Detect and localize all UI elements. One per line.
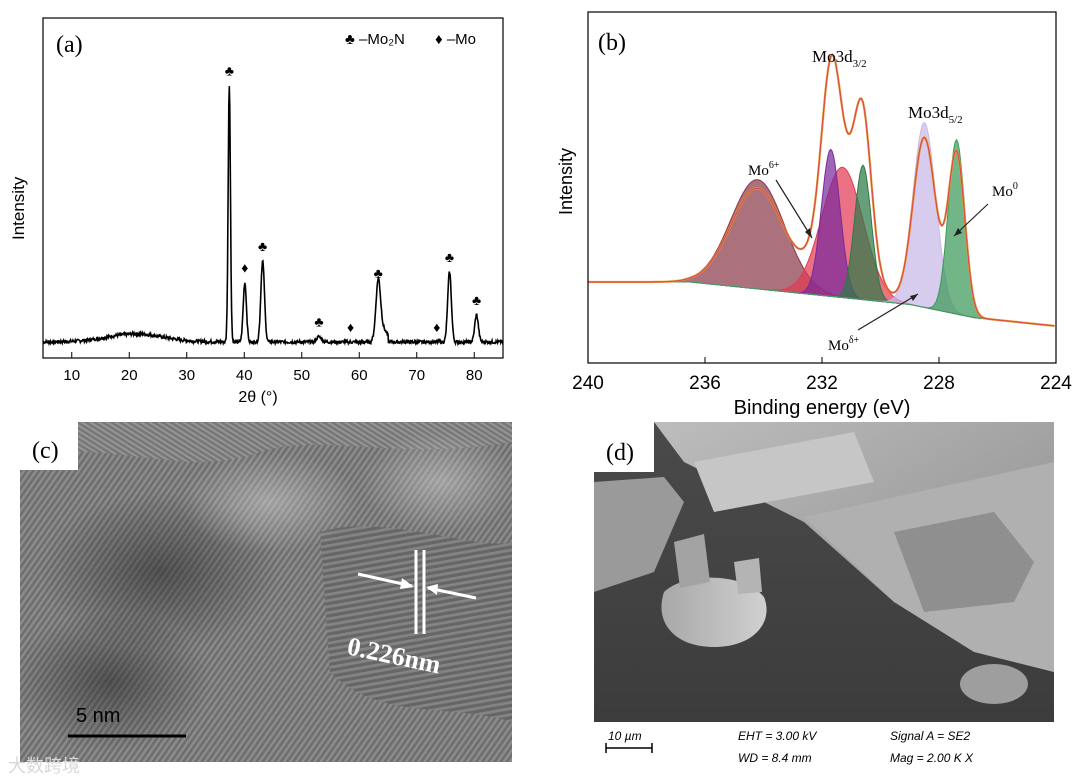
sem-granular-particle [960,664,1028,704]
xrd-peak-marker: ♣ [314,314,323,330]
xrd-peak-marker: ♣ [374,265,383,281]
xps-chart: (b) Mo3d3/2 Mo3d5/2 Mo6+ Mo0 Moδ+ Intens… [556,11,1072,419]
xps-arrowhead-modelta [910,294,918,301]
sem-image: (d) 10 µm EHT = 3.00 kV WD = 8.4 mm Sign… [594,422,1054,770]
sem-eht: EHT = 3.00 kV [738,729,817,743]
xrd-peak-marker: ♣ [225,63,234,79]
xps-x-tick-label: 224 [1040,373,1072,394]
xps-x-tick-label: 228 [923,373,955,394]
xrd-peak-marker: ♦ [241,260,248,276]
xps-annot-3d52: Mo3d5/2 [908,103,963,126]
xrd-legend-mo: ♦ –Mo [435,31,476,48]
xrd-pattern-line [42,86,504,347]
xrd-x-tick-label: 50 [293,367,310,384]
xrd-x-tick-label: 20 [121,367,138,384]
xrd-peak-marker: ♣ [258,238,267,254]
sem-signal: Signal A = SE2 [890,729,970,743]
xrd-xlabel: 2θ (°) [238,389,277,406]
panel-b-label: (b) [598,30,626,56]
hrtem-lattice-region-top [20,422,512,462]
sem-crystal-top [694,432,874,512]
panel-c-label: (c) [32,438,59,464]
xps-x-ticks: 240 236 232 228 224 [572,357,1072,394]
panel-c-label-bg [20,422,78,470]
xps-ylabel: Intensity [556,148,576,215]
hrtem-light-area [180,452,360,552]
sem-small-plate [674,534,710,588]
hrtem-svg: (c) 0.226nm 5 nm [10,422,520,762]
xps-arrow-mo6 [775,179,813,239]
xps-x-tick-label: 236 [689,373,721,394]
xrd-x-tick-label: 80 [466,367,483,384]
xrd-legend-mo2n: ♣ –Mo₂N [345,31,405,48]
xps-panel: (b) Mo3d3/2 Mo3d5/2 Mo6+ Mo0 Moδ+ Intens… [540,0,1080,420]
xrd-panel: (a) ♣ –Mo₂N ♦ –Mo Intensity 2θ (°) 10 20 3… [0,0,520,420]
xps-annot-mo0: Mo0 [992,181,1018,200]
xrd-x-tick-label: 10 [63,367,80,384]
xrd-x-tick-label: 30 [178,367,195,384]
xrd-chart: (a) ♣ –Mo₂N ♦ –Mo Intensity 2θ (°) 10 20 3… [9,17,504,406]
xps-arrowhead-mo0 [954,228,962,236]
sem-particle [661,577,767,647]
xrd-x-ticks: 10 20 30 40 50 60 70 80 [63,352,483,384]
xrd-ylabel: Intensity [9,176,28,240]
xrd-x-tick-label: 60 [351,367,368,384]
xps-fit-line [588,53,1055,327]
xps-annot-mo6: Mo6+ [748,160,780,179]
sem-svg: (d) 10 µm EHT = 3.00 kV WD = 8.4 mm Sign… [594,422,1054,770]
xps-arrowhead-mo6 [805,228,812,238]
xrd-peak-marker: ♣ [445,249,454,265]
sem-scale-label: 10 µm [608,729,642,743]
lattice-arrowhead-right [426,584,438,595]
xps-x-tick-label: 232 [806,373,838,394]
xps-x-tick-label: 240 [572,373,604,394]
xps-components [588,121,1055,327]
xrd-x-tick-label: 40 [236,367,253,384]
panel-d-label-bg [594,422,654,472]
xps-component-peak [588,148,1055,327]
panel-d-label: (d) [606,440,634,466]
xrd-x-tick-label: 70 [408,367,425,384]
xrd-peak-marker: ♦ [433,319,440,335]
sem-fragment-left [594,477,684,592]
sem-crystal-cluster [894,512,1034,612]
xrd-peak-markers: ♣ ♦ ♣ ♣ ♦ ♣ ♦ ♣ ♣ [225,63,481,336]
xps-xlabel: Binding energy (eV) [734,397,911,419]
panel-a-label: (a) [56,32,83,58]
xps-annot-3d32: Mo3d3/2 [812,47,867,70]
lattice-arrowhead-left [400,578,414,589]
watermark: 大数跨境 [8,756,80,777]
hrtem-image: (c) 0.226nm 5 nm [10,422,520,762]
sem-mag: Mag = 2.00 K X [890,751,974,765]
xps-annot-modelta: Moδ+ [828,335,860,354]
sem-info-bar [594,722,1054,770]
xrd-peak-marker: ♣ [472,292,481,308]
hrtem-scale-label: 5 nm [76,705,120,727]
xrd-peak-marker: ♦ [347,319,354,335]
hrtem-dark-grain-2 [10,612,210,752]
xps-arrow-modelta [857,293,919,331]
sem-wd: WD = 8.4 mm [738,751,812,765]
sem-small-plate-2 [734,558,762,594]
hrtem-light-area-2 [360,432,520,532]
xrd-frame [42,17,504,359]
